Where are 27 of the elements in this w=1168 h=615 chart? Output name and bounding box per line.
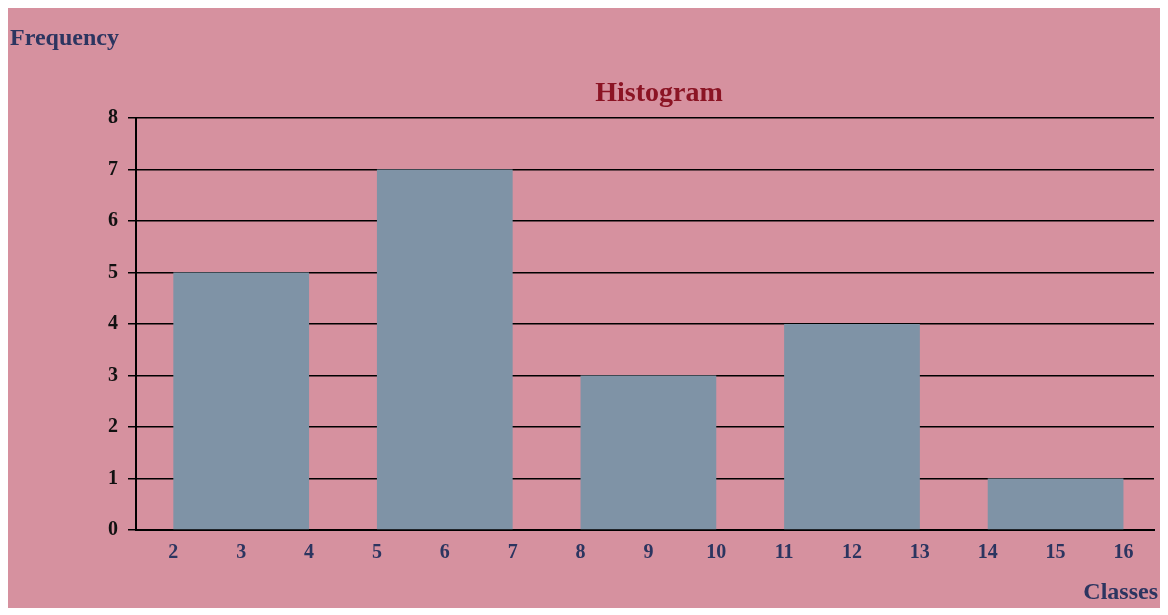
y-tick-label: 1 xyxy=(108,465,118,488)
chart-title: Histogram xyxy=(595,76,723,107)
x-tick-label: 15 xyxy=(1045,540,1066,563)
y-tick-label: 3 xyxy=(108,362,118,385)
x-tick-label: 6 xyxy=(439,540,450,563)
x-tick-label: 9 xyxy=(643,540,654,563)
y-tick-label: 6 xyxy=(108,208,118,231)
x-tick-label: 8 xyxy=(575,540,586,563)
x-tick-label: 4 xyxy=(304,540,315,563)
x-tick-label: 13 xyxy=(909,540,930,563)
x-tick-label: 3 xyxy=(236,540,247,563)
x-tick-label: 7 xyxy=(507,540,518,563)
x-tick-label: 2 xyxy=(168,540,179,563)
y-tick-label: 7 xyxy=(108,156,118,179)
y-tick-label: 0 xyxy=(108,517,118,540)
y-tick-label: 5 xyxy=(108,259,118,282)
y-axis-title: Frequency xyxy=(10,24,119,51)
y-tick-label: 4 xyxy=(108,311,118,334)
x-tick-label: 10 xyxy=(706,540,727,563)
y-tick-label: 2 xyxy=(108,414,118,437)
x-tick-label: 12 xyxy=(841,540,862,563)
x-axis-title: Classes xyxy=(1083,578,1158,605)
y-tick-label: 8 xyxy=(108,105,118,128)
x-tick-label: 16 xyxy=(1113,540,1134,563)
x-tick-label: 14 xyxy=(977,540,998,563)
x-tick-label: 11 xyxy=(774,540,794,563)
x-tick-label: 5 xyxy=(371,540,382,563)
